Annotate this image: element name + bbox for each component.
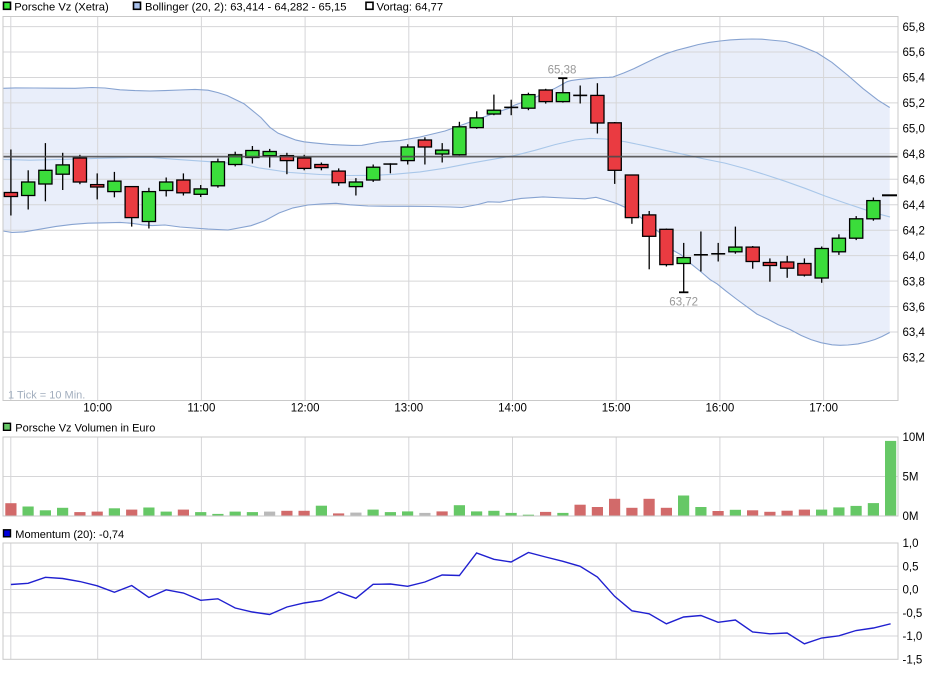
svg-text:11:00: 11:00 [187, 403, 215, 415]
svg-text:0,5: 0,5 [903, 561, 919, 573]
svg-text:65,2: 65,2 [903, 98, 925, 110]
svg-text:15:00: 15:00 [602, 403, 631, 415]
svg-text:65,4: 65,4 [903, 73, 926, 85]
svg-text:65,6: 65,6 [903, 47, 925, 59]
svg-text:14:00: 14:00 [498, 403, 527, 415]
svg-text:63,2: 63,2 [903, 353, 925, 365]
svg-text:13:00: 13:00 [394, 403, 423, 415]
svg-text:Porsche Vz Volumen in Euro: Porsche Vz Volumen in Euro [15, 423, 155, 435]
svg-text:-0,5: -0,5 [903, 608, 923, 620]
svg-text:63,6: 63,6 [903, 302, 925, 314]
svg-text:65,0: 65,0 [903, 124, 925, 136]
svg-text:5M: 5M [903, 472, 919, 484]
svg-text:63,4: 63,4 [903, 327, 926, 339]
svg-text:-1,5: -1,5 [903, 655, 923, 667]
svg-text:65,8: 65,8 [903, 22, 925, 34]
svg-text:1 Tick = 10 Min.: 1 Tick = 10 Min. [8, 389, 85, 401]
svg-text:63,8: 63,8 [903, 276, 925, 288]
svg-text:10M: 10M [903, 432, 925, 444]
svg-text:16:00: 16:00 [706, 403, 735, 415]
svg-text:65,38: 65,38 [548, 65, 577, 77]
svg-text:Momentum (20): -0,74: Momentum (20): -0,74 [15, 529, 124, 541]
svg-text:64,8: 64,8 [903, 149, 925, 161]
svg-text:-1,0: -1,0 [903, 631, 923, 643]
svg-text:0,0: 0,0 [903, 585, 919, 597]
svg-text:1,0: 1,0 [903, 538, 919, 550]
svg-text:64,4: 64,4 [903, 200, 926, 212]
svg-text:Porsche Vz (Xetra): Porsche Vz (Xetra) [14, 2, 109, 14]
svg-text:17:00: 17:00 [809, 403, 838, 415]
svg-text:64,0: 64,0 [903, 251, 925, 263]
svg-text:Vortag: 64,77: Vortag: 64,77 [377, 2, 444, 14]
svg-text:64,2: 64,2 [903, 225, 925, 237]
svg-text:Bollinger (20, 2): 63,414 - 64: Bollinger (20, 2): 63,414 - 64,282 - 65,… [145, 2, 347, 14]
svg-text:0M: 0M [903, 511, 919, 523]
svg-text:12:00: 12:00 [291, 403, 320, 415]
svg-text:10:00: 10:00 [83, 403, 112, 415]
svg-text:64,6: 64,6 [903, 175, 925, 187]
svg-text:63,72: 63,72 [669, 297, 698, 309]
